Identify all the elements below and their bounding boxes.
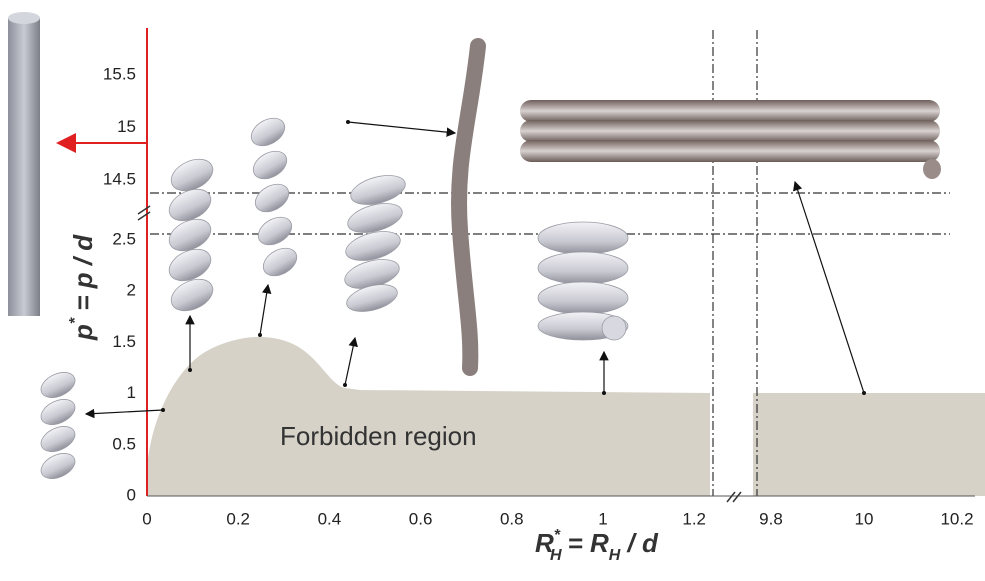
y-tick-label: 15.5 xyxy=(103,64,136,83)
x-tick-label: 0.2 xyxy=(226,509,250,528)
y-tick-label: 1 xyxy=(127,383,136,402)
x-tick-label: 0.6 xyxy=(409,509,433,528)
x-tick-label: 0.4 xyxy=(318,509,342,528)
y-tick-label: 1.5 xyxy=(112,332,136,351)
forbidden-region xyxy=(753,393,985,496)
y-tick-label: 0 xyxy=(127,485,136,504)
x-tick-label: 0.8 xyxy=(500,509,524,528)
pointer-dot xyxy=(161,120,866,412)
y-tick-label: 2.5 xyxy=(112,229,136,248)
region-label: Forbidden region xyxy=(280,421,477,451)
x-tick-label: 1 xyxy=(598,509,607,528)
straight-rod xyxy=(8,12,40,24)
x-tick-label: 10.2 xyxy=(940,509,973,528)
helix xyxy=(40,117,629,479)
x-axis-label: R* H = RH / d xyxy=(535,527,659,564)
y-tick-label: 15 xyxy=(117,117,136,136)
forbidden-region xyxy=(147,336,710,496)
y-tick-label: 2 xyxy=(127,281,136,300)
x-tick-label: 9.8 xyxy=(759,509,783,528)
straight-rod xyxy=(8,18,40,316)
curved-rod xyxy=(451,38,486,376)
axis-break xyxy=(137,205,742,503)
y-axis-label: p* = p / d xyxy=(67,234,98,341)
x-tick-label: 10 xyxy=(855,509,874,528)
toroid-coil xyxy=(520,100,941,179)
y-tick-label: 14.5 xyxy=(103,169,136,188)
x-tick-label: 1.2 xyxy=(682,509,706,528)
y-tick-label: 0.5 xyxy=(112,434,136,453)
x-tick-label: 0 xyxy=(142,509,151,528)
pointer-arrow xyxy=(84,121,865,419)
